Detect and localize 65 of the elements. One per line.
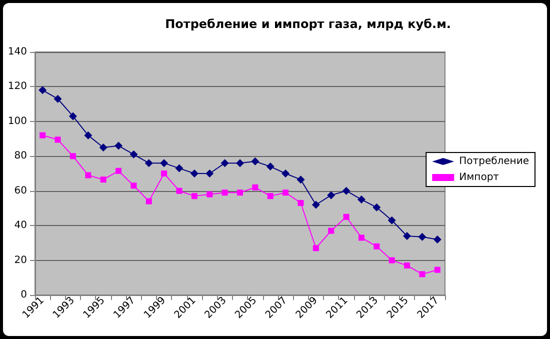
point xyxy=(40,132,46,138)
point xyxy=(206,170,214,178)
point xyxy=(116,168,122,174)
point xyxy=(252,184,258,190)
chart-title: Потребление и импорт газа, млрд куб.м. xyxy=(165,17,451,31)
point xyxy=(357,196,366,204)
point xyxy=(175,164,184,172)
point xyxy=(372,203,381,212)
point xyxy=(146,198,152,204)
point xyxy=(130,182,137,189)
point xyxy=(54,136,61,143)
point xyxy=(206,191,213,198)
point xyxy=(176,188,182,194)
point xyxy=(433,235,442,244)
point xyxy=(85,172,92,178)
point xyxy=(144,159,153,168)
point xyxy=(54,94,62,103)
point xyxy=(84,131,92,140)
y-tick-label: 100 xyxy=(8,116,27,127)
point xyxy=(114,142,123,150)
point xyxy=(388,216,396,224)
point xyxy=(130,150,138,158)
point xyxy=(266,162,274,171)
y-tick-label: 80 xyxy=(14,150,27,162)
y-tick-label: 140 xyxy=(8,46,27,58)
point xyxy=(70,153,76,160)
point xyxy=(68,112,77,120)
point xyxy=(251,157,260,166)
point xyxy=(374,243,380,250)
point xyxy=(418,232,426,241)
point xyxy=(237,190,243,196)
point xyxy=(434,266,440,273)
point xyxy=(191,193,198,200)
point xyxy=(100,176,106,183)
point xyxy=(282,170,290,178)
point xyxy=(388,257,395,264)
point xyxy=(328,228,334,234)
point xyxy=(404,262,410,268)
point xyxy=(161,170,168,176)
point xyxy=(236,159,244,168)
point xyxy=(282,190,289,196)
y-tick-label: 0 xyxy=(20,290,27,300)
y-tick-label: 20 xyxy=(14,254,27,266)
point xyxy=(190,170,198,178)
legend-label: Импорт xyxy=(459,172,500,183)
point xyxy=(38,86,47,94)
point xyxy=(298,200,304,206)
y-tick-label: 60 xyxy=(14,185,27,196)
legend-label: Потребление xyxy=(459,156,530,167)
point xyxy=(343,214,350,220)
y-tick-label: 120 xyxy=(8,81,27,92)
point xyxy=(312,200,320,209)
point xyxy=(267,193,274,200)
point xyxy=(419,271,426,278)
point xyxy=(403,232,412,240)
point xyxy=(342,186,350,195)
point xyxy=(296,176,305,184)
point xyxy=(327,191,336,200)
y-tick-label: 40 xyxy=(14,220,27,232)
point xyxy=(312,245,319,252)
point xyxy=(358,234,364,241)
point xyxy=(220,159,229,168)
point xyxy=(222,190,228,196)
point xyxy=(99,143,108,152)
point xyxy=(160,159,168,168)
